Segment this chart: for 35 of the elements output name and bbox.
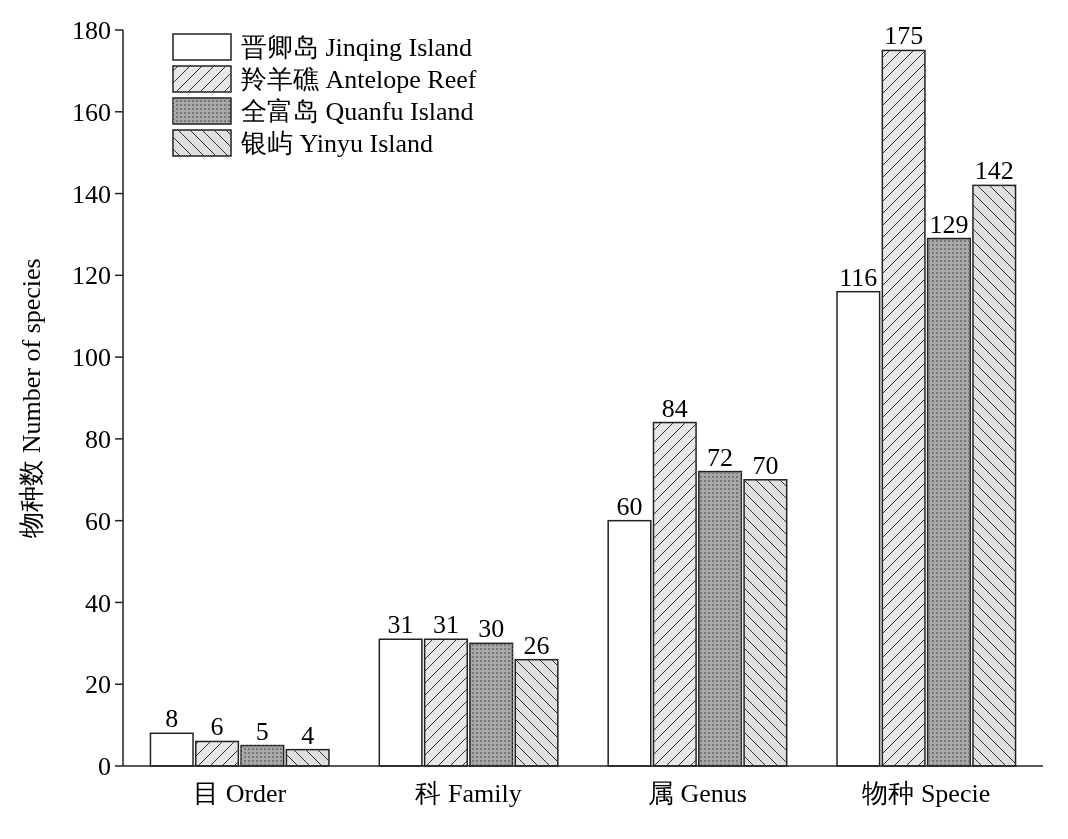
legend-label: 晋卿岛 Jinqing Island xyxy=(241,33,473,63)
data-label: 142 xyxy=(974,156,1014,186)
y-tick-label: 60 xyxy=(85,506,111,536)
data-label: 60 xyxy=(616,491,643,521)
y-tick-label: 100 xyxy=(72,343,111,373)
data-label: 8 xyxy=(165,704,179,734)
legend-label: 羚羊礁 Antelope Reef xyxy=(241,65,477,95)
y-tick-label: 20 xyxy=(85,670,111,700)
data-label: 6 xyxy=(210,712,224,742)
y-tick-label: 80 xyxy=(85,424,111,454)
legend-label: 全富岛 Quanfu Island xyxy=(241,97,474,127)
data-label: 5 xyxy=(255,716,269,746)
x-tick-label: 科 Family xyxy=(415,779,522,808)
data-label: 116 xyxy=(839,262,878,292)
y-tick-label: 180 xyxy=(72,16,111,46)
data-label: 30 xyxy=(478,614,505,644)
data-label: 129 xyxy=(929,209,969,239)
data-label: 84 xyxy=(661,393,688,423)
data-label: 4 xyxy=(301,720,315,750)
y-tick-label: 120 xyxy=(72,261,111,291)
data-label: 31 xyxy=(387,610,414,640)
legend-label: 银屿 Yinyu Island xyxy=(240,129,434,159)
data-label: 31 xyxy=(432,610,459,640)
data-label: 26 xyxy=(523,630,550,660)
y-tick-label: 40 xyxy=(85,588,111,618)
y-tick-label: 160 xyxy=(72,97,111,127)
data-label: 175 xyxy=(884,21,924,51)
y-tick-label: 140 xyxy=(72,179,111,209)
x-tick-label: 属 Genus xyxy=(647,779,747,808)
x-tick-label: 目 Order xyxy=(193,779,287,808)
data-label: 72 xyxy=(707,442,734,472)
x-tick-label: 物种 Specie xyxy=(862,779,991,808)
y-axis-title: 物种数 Number of species xyxy=(17,258,46,538)
y-tick-label: 0 xyxy=(98,752,111,782)
data-label: 70 xyxy=(752,450,779,480)
